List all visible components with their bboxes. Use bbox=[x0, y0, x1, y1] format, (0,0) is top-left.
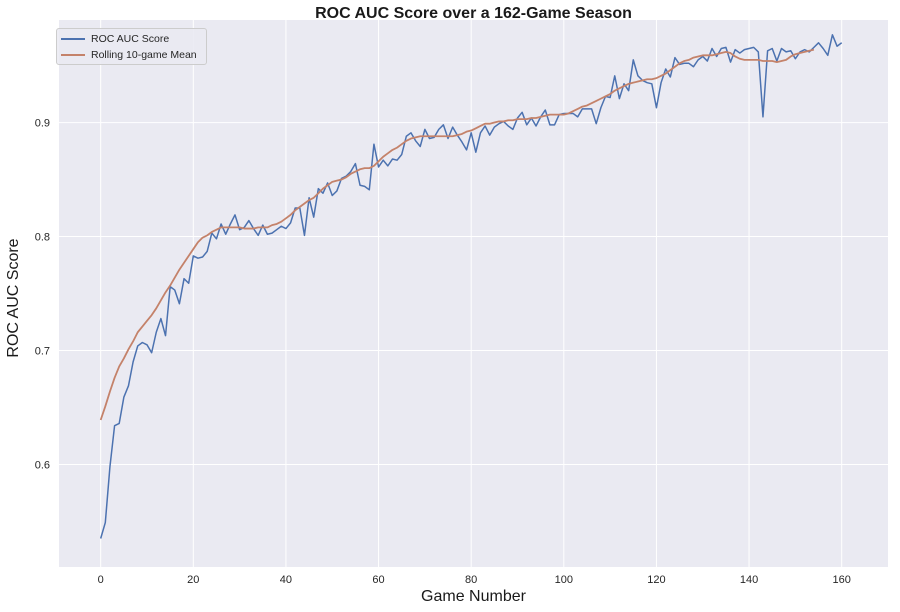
x-tick-label: 40 bbox=[280, 574, 292, 586]
tick-labels: 0 20 40 60 80 100 120 140 160 0.6 0.7 0.8 0.9 bbox=[35, 118, 851, 586]
x-tick-label: 120 bbox=[647, 574, 665, 586]
x-axis-label: Game Number bbox=[421, 588, 526, 605]
y-tick-label: 0.9 bbox=[35, 118, 50, 130]
y-axis-label: ROC AUC Score bbox=[5, 238, 22, 358]
legend-swatch-roc-auc bbox=[61, 38, 85, 40]
x-tick-label: 140 bbox=[740, 574, 758, 586]
chart-title: ROC AUC Score over a 162-Game Season bbox=[315, 5, 632, 22]
x-tick-label: 60 bbox=[372, 574, 384, 586]
x-tick-label: 20 bbox=[187, 574, 199, 586]
legend-label-roc-auc: ROC AUC Score bbox=[91, 33, 170, 45]
x-tick-label: 0 bbox=[98, 574, 104, 586]
x-tick-label: 160 bbox=[833, 574, 851, 586]
legend: ROC AUC Score Rolling 10-game Mean bbox=[56, 28, 207, 65]
plot-area bbox=[59, 20, 888, 567]
rolling-mean-series-line bbox=[99, 48, 815, 421]
y-tick-label: 0.8 bbox=[35, 232, 50, 244]
legend-entry-rolling-mean: Rolling 10-game Mean bbox=[61, 47, 197, 63]
x-tick-label: 80 bbox=[465, 574, 477, 586]
x-tick-label: 100 bbox=[555, 574, 573, 586]
legend-swatch-rolling-mean bbox=[61, 54, 85, 56]
y-tick-label: 0.6 bbox=[35, 459, 50, 471]
y-tick-label: 0.7 bbox=[35, 345, 50, 357]
legend-label-rolling-mean: Rolling 10-game Mean bbox=[91, 49, 197, 61]
grid-lines bbox=[59, 20, 888, 567]
series-layer bbox=[99, 34, 843, 539]
legend-entry-roc-auc: ROC AUC Score bbox=[61, 31, 169, 47]
